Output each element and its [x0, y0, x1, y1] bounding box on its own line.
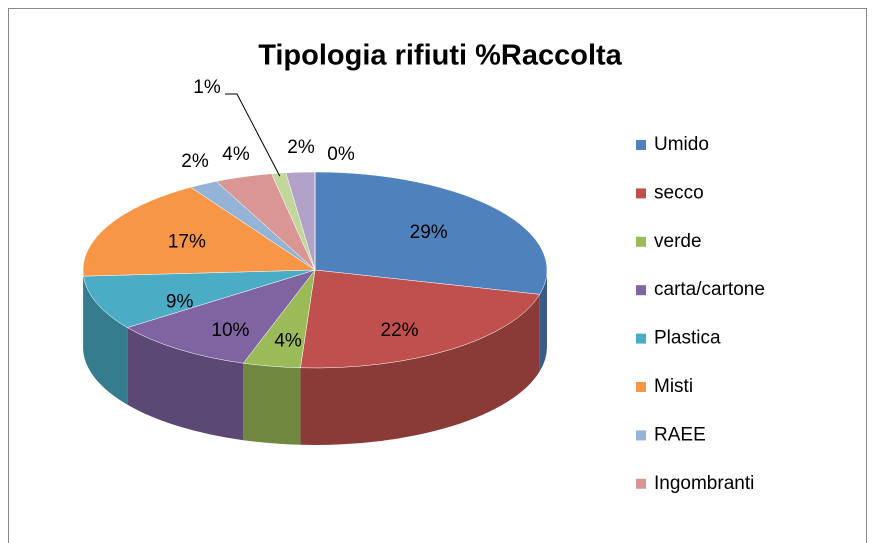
slice-side	[83, 276, 128, 405]
slice-side	[300, 294, 540, 445]
data-label: 4%	[274, 331, 302, 352]
leader-line	[225, 93, 281, 177]
legend-swatch	[636, 478, 646, 489]
data-label: 22%	[381, 320, 419, 341]
legend-label: carta/cartone	[654, 279, 765, 300]
data-label: 0%	[327, 144, 355, 165]
legend-swatch	[636, 382, 646, 392]
data-label: 1%	[193, 77, 221, 98]
slice	[82, 186, 316, 277]
data-label: 4%	[222, 144, 250, 165]
slice-side	[127, 327, 244, 441]
data-label: 10%	[211, 320, 249, 341]
data-label: 9%	[166, 292, 194, 313]
data-label: 29%	[410, 222, 448, 243]
slice	[300, 269, 541, 369]
slice-side	[539, 270, 547, 372]
legend-swatch	[636, 333, 646, 344]
legend-label: Plastica	[654, 328, 721, 349]
legend-label: secco	[654, 182, 704, 203]
legend-swatch	[636, 285, 646, 296]
chart-title: Tipologia rifiuti %Raccolta	[258, 40, 622, 72]
slice	[314, 171, 548, 295]
legend-label: Ingombranti	[654, 473, 754, 494]
data-label: 2%	[287, 137, 315, 158]
data-label: 17%	[168, 231, 206, 252]
legend-label: RAEE	[654, 424, 706, 445]
legend-label: verde	[654, 231, 702, 252]
slice	[83, 269, 316, 328]
legend-label: Umido	[654, 134, 709, 155]
slice	[126, 269, 316, 364]
legend-label: Misti	[654, 376, 693, 397]
legend-swatch	[636, 430, 646, 441]
data-label: 2%	[181, 151, 209, 172]
legend-swatch	[636, 236, 646, 247]
slice-side	[243, 363, 301, 445]
legend-swatch	[636, 188, 646, 199]
legend-swatch	[636, 140, 646, 150]
